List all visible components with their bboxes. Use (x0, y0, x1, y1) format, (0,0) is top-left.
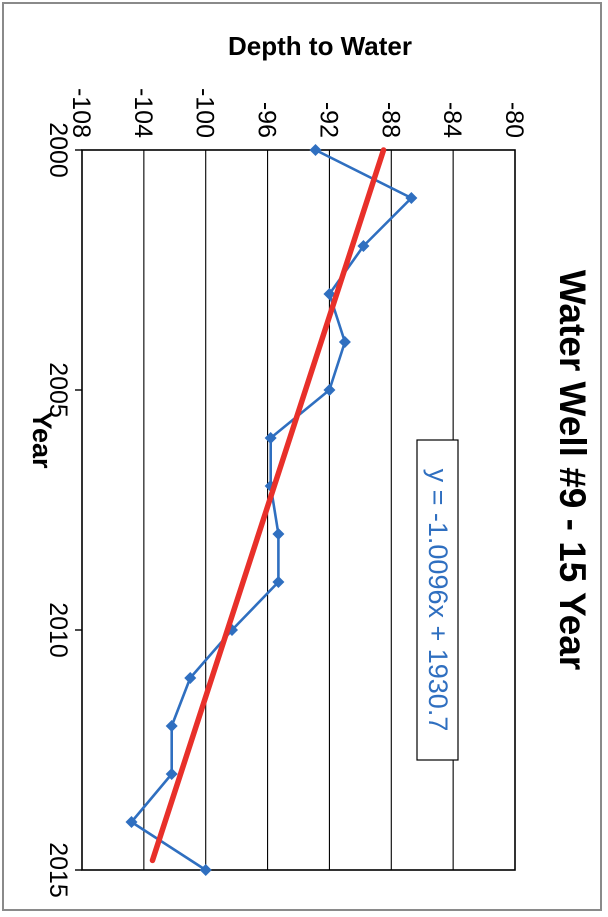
data-point (125, 816, 138, 828)
x-tick-label: 2000 (44, 122, 72, 178)
y-tick-label: -96 (253, 102, 281, 138)
trendline (149, 147, 387, 864)
trend-equation-frame (416, 439, 459, 761)
x-axis-title: Year (27, 411, 57, 469)
data-point (323, 288, 336, 300)
x-tick-label: 2005 (44, 362, 72, 418)
x-tick-labels: 2000 2005 2010 2015 (44, 122, 82, 898)
data-point (272, 576, 285, 588)
trend-equation-box: y = -1.0096x + 1930.7 (416, 439, 459, 761)
y-tick-labels: -108 -104 -100 -96 -92 -88 -84 -80 (67, 88, 528, 138)
data-point (272, 528, 285, 540)
data-point (405, 192, 418, 204)
data-point (199, 864, 212, 876)
trend-equation: y = -1.0096x + 1930.7 (423, 469, 453, 732)
data-point (309, 144, 322, 156)
y-tick-label: -80 (500, 102, 528, 138)
data-point (184, 672, 197, 684)
y-axis-title: Depth to Water (228, 31, 412, 61)
data-point (264, 432, 277, 444)
y-tick-label: -92 (314, 102, 342, 138)
x-tick-label: 2010 (44, 602, 72, 658)
y-tick-label: -100 (191, 88, 219, 138)
series-line (130, 148, 413, 872)
data-point (338, 336, 351, 348)
plot-area (81, 149, 516, 871)
chart-title: Water Well #9 - 15 Year (552, 270, 593, 670)
y-tick-label: -84 (438, 102, 466, 138)
y-tick-label: -104 (129, 88, 157, 138)
figure-frame (2, 2, 602, 911)
series-markers (125, 144, 418, 876)
data-point (165, 768, 178, 780)
gridlines (143, 150, 454, 870)
x-tick-label: 2015 (44, 842, 72, 898)
data-point (165, 720, 178, 732)
y-tick-label: -88 (376, 102, 404, 138)
data-point (323, 384, 336, 396)
y-tick-label: -108 (67, 88, 95, 138)
